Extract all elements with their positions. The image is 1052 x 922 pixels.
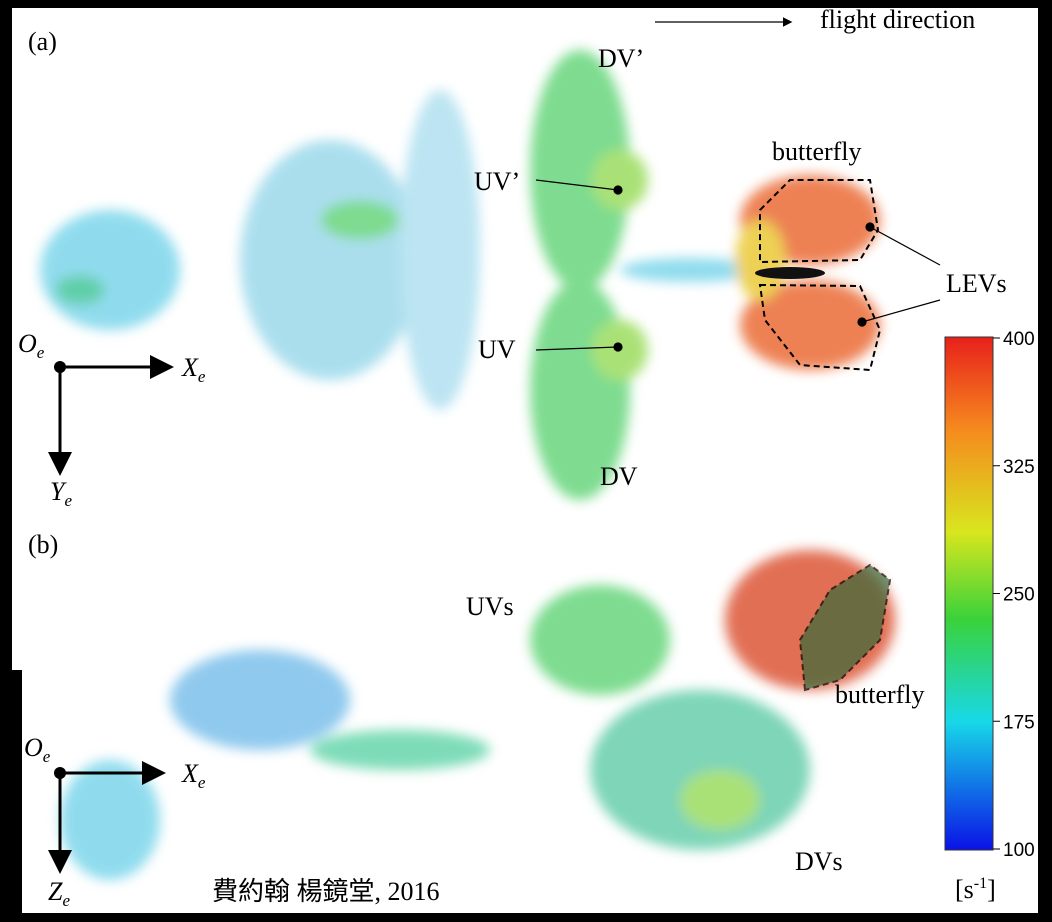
axis-base: Z xyxy=(48,877,63,906)
body xyxy=(755,267,825,279)
frame xyxy=(0,670,22,922)
panel-label: (b) xyxy=(28,530,58,559)
axis-base: O xyxy=(18,329,37,358)
flight-direction: flight direction xyxy=(820,5,975,34)
tick-label: 100 xyxy=(1003,840,1035,861)
unit-base: [s xyxy=(955,875,974,904)
credit: 費約翰 楊鏡堂, 2016 xyxy=(212,877,440,906)
annotation: butterfly xyxy=(835,680,925,709)
unit-end: ] xyxy=(987,875,996,904)
page: (a) flight direction DV’ butterfly UV’ L… xyxy=(0,0,1052,922)
origin-dot xyxy=(54,361,66,373)
axis-base: O xyxy=(24,733,43,762)
annotation: UVs xyxy=(466,592,514,621)
axis-base: X xyxy=(181,353,199,382)
axis-sub: e xyxy=(198,367,206,386)
annotation: LEVs xyxy=(946,269,1007,298)
figure: (a) flight direction DV’ butterfly UV’ L… xyxy=(0,0,1052,922)
figure-area xyxy=(12,8,1038,913)
tick-label: 175 xyxy=(1003,712,1035,733)
axis-sub: e xyxy=(43,747,51,766)
annotation: UV’ xyxy=(474,167,520,196)
annotation: UV xyxy=(478,335,516,364)
annotation: DVs xyxy=(795,847,843,876)
axis-sub: e xyxy=(37,343,45,362)
colorbar xyxy=(945,337,993,850)
panel-label: (a) xyxy=(28,27,57,56)
tick-label: 325 xyxy=(1003,457,1035,478)
annotation: DV’ xyxy=(598,44,644,73)
axis-sub: e xyxy=(64,491,72,510)
annotation: DV xyxy=(600,462,638,491)
axis-base: X xyxy=(181,759,199,788)
annotation: butterfly xyxy=(772,137,862,166)
axis-sub: e xyxy=(198,773,206,792)
tick-label: 400 xyxy=(1003,329,1035,350)
tick-label: 250 xyxy=(1003,585,1035,606)
unit-sup: -1 xyxy=(974,875,987,892)
origin-dot xyxy=(54,767,66,779)
axis-sub: e xyxy=(62,891,70,910)
